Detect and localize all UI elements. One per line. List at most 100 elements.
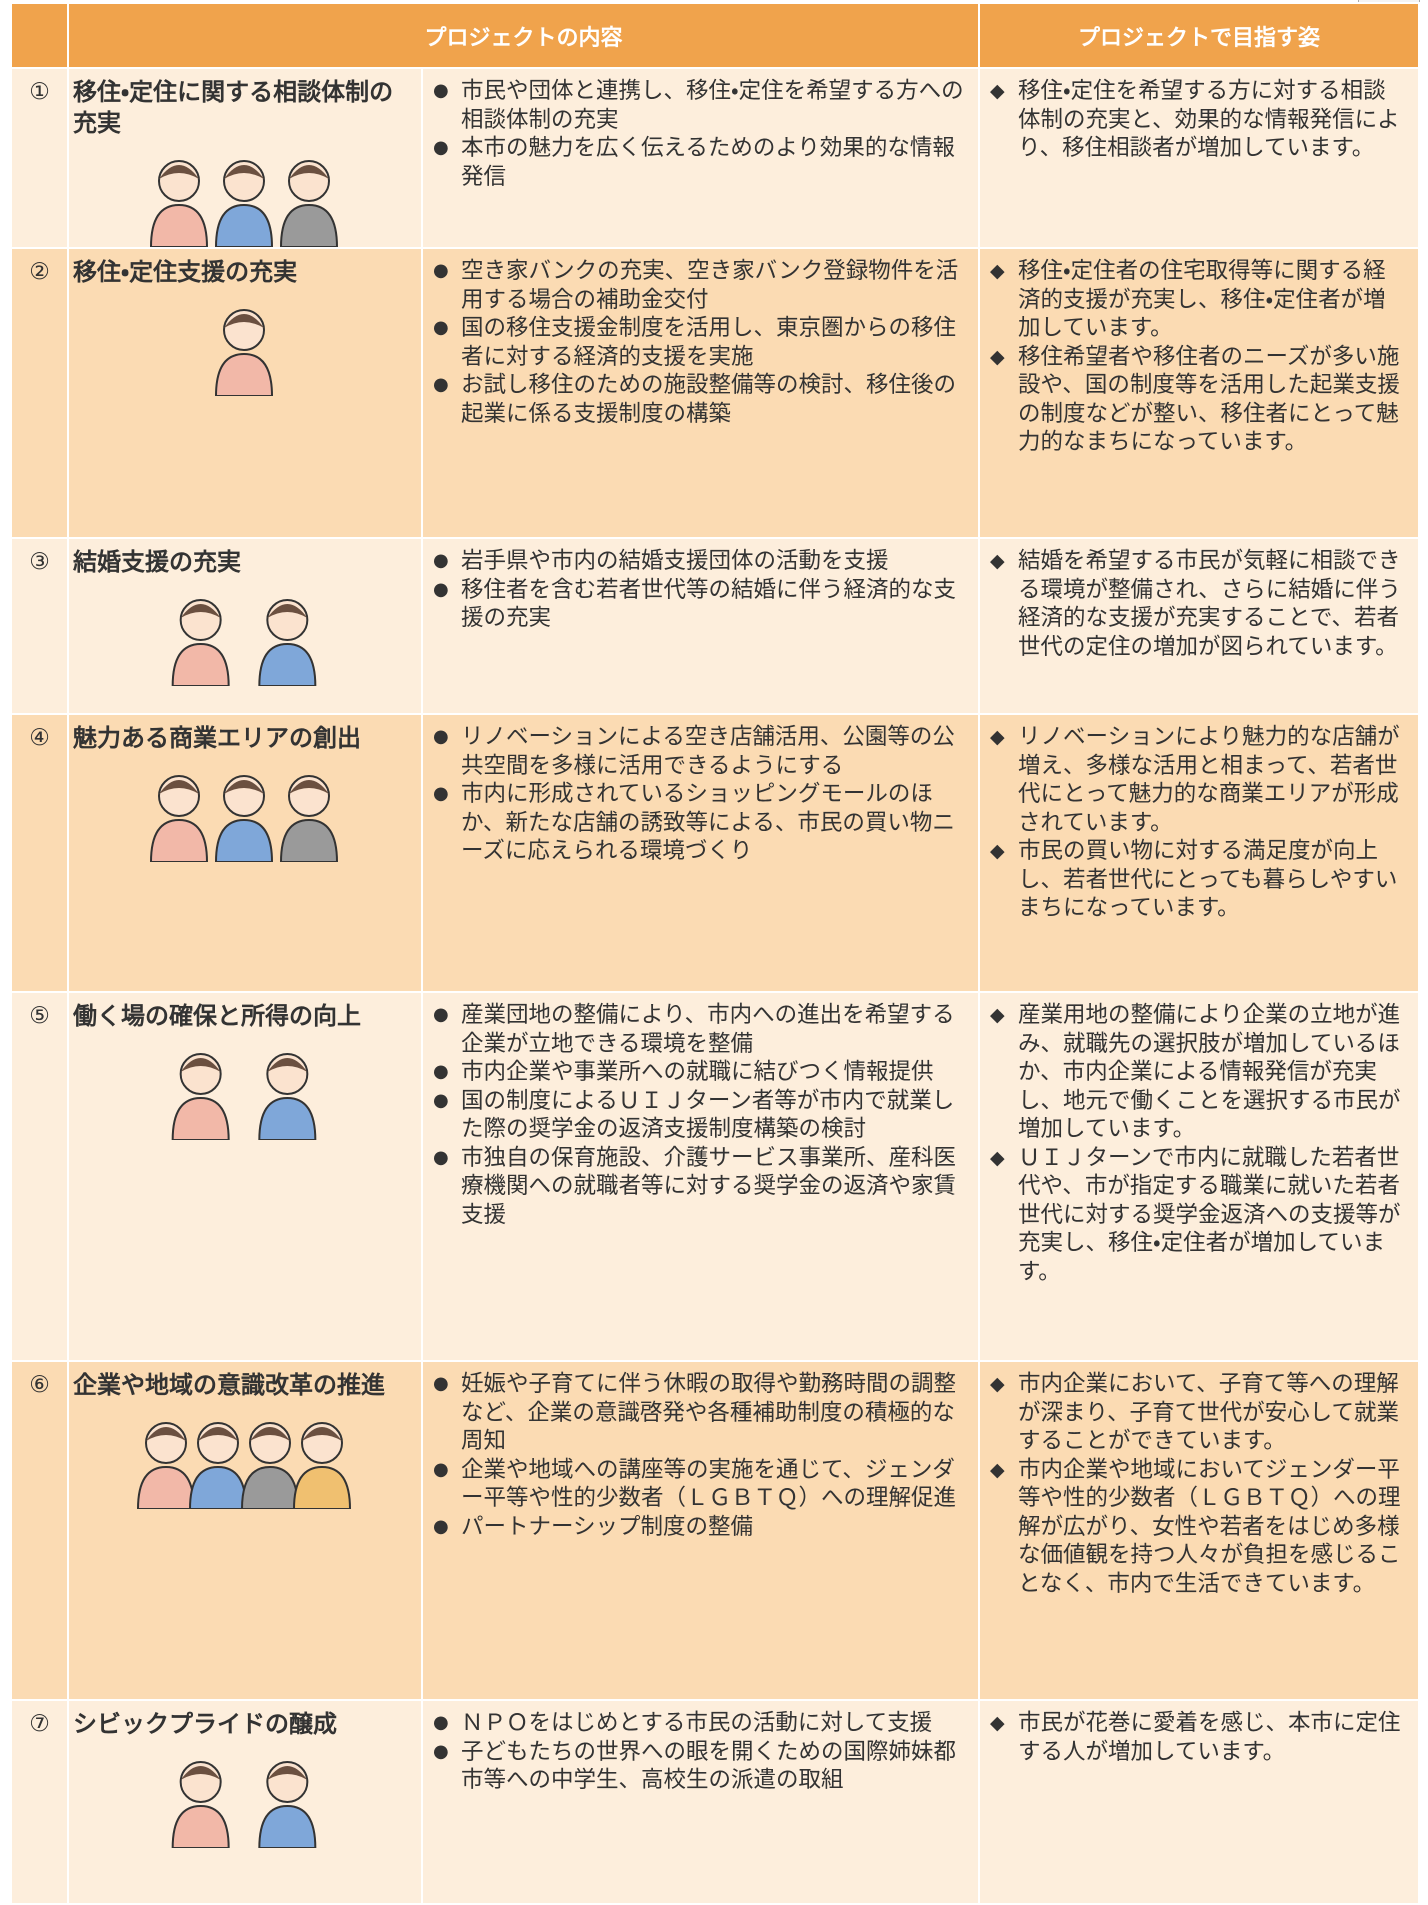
project-title: 移住・定住に関する相談体制の充実 <box>73 78 394 137</box>
illustration-part <box>214 203 274 247</box>
content-item: 国の移住支援金制度を活用し、東京圏からの移住者に対する経済的支援を実施 <box>423 314 968 371</box>
illustration-part <box>180 1058 221 1072</box>
illustration-part <box>258 642 317 686</box>
row-number: ② <box>10 247 69 539</box>
project-title: 移住・定住支援の充実 <box>73 258 298 286</box>
illustration-part <box>171 642 230 686</box>
illustration-part <box>289 165 329 179</box>
illustration-part <box>159 780 199 794</box>
content-item: 空き家バンクの充実、空き家バンク登録物件を活用する場合の補助金交付 <box>423 257 968 314</box>
content-item: 国の制度によるＵＩＪターン者等が市内で就業した際の奨学金の返済支援制度構築の検討 <box>423 1087 968 1144</box>
goal-item: 移住・定住を希望する方に対する相談体制の充実と、効果的な情報発信により、移住相談… <box>980 77 1408 163</box>
content-item: 市独自の保育施設、介護サービス事業所、産科医療機関への就職者等に対する奨学金の返… <box>423 1144 968 1230</box>
row-number: ④ <box>10 713 69 993</box>
project-table: プロジェクトの内容 プロジェクトで目指す姿 ①移住・定住に関する相談体制の充実市… <box>10 2 1421 1905</box>
goal-list: 市内企業において、子育て等への理解が深まり、子育て世代が安心して就業することがで… <box>980 1362 1418 1598</box>
illustration-part <box>198 1427 238 1441</box>
table-row: ①移住・定住に関する相談体制の充実市民や団体と連携し、移住・定住を希望する方への… <box>10 67 1421 249</box>
goal-list: 市民が花巻に愛着を感じ、本市に定住する人が増加しています。 <box>980 1701 1418 1766</box>
illustration-part <box>267 1766 308 1780</box>
content-item: 子どもたちの世界への眼を開くための国際姉妹都市等への中学生、高校生の派遣の取組 <box>423 1738 968 1795</box>
content-cell: リノベーションによる空き店舗活用、公園等の公共空間を多様に活用できるようにする市… <box>420 713 981 993</box>
row-number: ⑦ <box>10 1699 69 1905</box>
illustration-part <box>214 818 274 862</box>
illustration-part <box>258 1096 317 1140</box>
goal-cell: 産業用地の整備により企業の立地が進み、就職先の選択肢が増加しているほか、市内企業… <box>978 991 1421 1362</box>
project-title: 企業や地域の意識改革の推進 <box>73 1371 385 1399</box>
content-cell: 妊娠や子育てに伴う休暇の取得や勤務時間の調整など、企業の意識啓発や各種補助制度の… <box>420 1360 981 1701</box>
illustration <box>171 1053 317 1140</box>
illustration-part <box>258 1804 317 1848</box>
content-cell: 市民や団体と連携し、移住・定住を希望する方への相談体制の充実本市の魅力を広く伝え… <box>420 67 981 249</box>
table-row: ②移住・定住支援の充実 空き家バンクの充実、空き家バンク登録物件を活用する場合の補… <box>10 247 1421 539</box>
illustration <box>171 599 317 686</box>
goal-cell: 移住・定住者の住宅取得等に関する経済的支援が充実し、移住・定住者が増加しています… <box>978 247 1421 539</box>
goal-item: 移住希望者や移住者のニーズが多い施設や、国の制度等を活用した起業支援の制度などが… <box>980 343 1408 457</box>
illustration-part <box>171 1096 230 1140</box>
content-list: ＮＰＯをはじめとする市民の活動に対して支援子どもたちの世界への眼を開くための国際… <box>423 1701 978 1795</box>
goal-item: 結婚を希望する市民が気軽に相談できる環境が整備され、さらに結婚に伴う経済的な支援… <box>980 547 1408 661</box>
illustration-part <box>136 1465 196 1509</box>
content-item: ＮＰＯをはじめとする市民の活動に対して支援 <box>423 1709 968 1738</box>
content-cell: 空き家バンクの充実、空き家バンク登録物件を活用する場合の補助金交付国の移住支援金… <box>420 247 981 539</box>
goal-cell: 結婚を希望する市民が気軽に相談できる環境が整備され、さらに結婚に伴う経済的な支援… <box>978 537 1421 715</box>
content-item: 市内企業や事業所への就職に結びつく情報提供 <box>423 1058 968 1087</box>
illustration-part <box>171 1804 230 1848</box>
content-item: 産業団地の整備により、市内への進出を希望する企業が立地できる環境を整備 <box>423 1001 968 1058</box>
goal-item: 市内企業や地域においてジェンダー平等や性的少数者（ＬＧＢＴＱ）への理解が広がり、… <box>980 1456 1408 1599</box>
illustration-part <box>302 1427 342 1441</box>
content-item: お試し移住のための施設整備等の検討、移住後の起業に係る支援制度の構築 <box>423 371 968 428</box>
illustration-part <box>214 352 274 396</box>
project-title-cell: 魅力ある商業エリアの創出 <box>67 713 423 993</box>
row-number: ⑥ <box>10 1360 69 1701</box>
illustration-part <box>279 818 339 862</box>
content-item: 企業や地域への講座等の実施を通じて、ジェンダー平等や性的少数者（ＬＧＢＴＱ）への… <box>423 1456 968 1513</box>
illustration <box>214 309 274 396</box>
goal-cell: 市内企業において、子育て等への理解が深まり、子育て世代が安心して就業することがで… <box>978 1360 1421 1701</box>
content-item: 岩手県や市内の結婚支援団体の活動を支援 <box>423 547 968 576</box>
project-title: 働く場の確保と所得の向上 <box>73 1002 361 1030</box>
content-list: リノベーションによる空き店舗活用、公園等の公共空間を多様に活用できるようにする市… <box>423 715 978 866</box>
illustration-part <box>250 1427 290 1441</box>
content-cell: 産業団地の整備により、市内への進出を希望する企業が立地できる環境を整備市内企業や… <box>420 991 981 1362</box>
project-title-cell: 移住・定住支援の充実 <box>67 247 423 539</box>
table-body: ①移住・定住に関する相談体制の充実市民や団体と連携し、移住・定住を希望する方への… <box>10 67 1421 1905</box>
illustration <box>149 775 339 862</box>
goal-cell: 市民が花巻に愛着を感じ、本市に定住する人が増加しています。 <box>978 1699 1421 1905</box>
illustration-part <box>292 1465 352 1509</box>
project-title-cell: 移住・定住に関する相談体制の充実 <box>67 67 423 249</box>
illustration-part <box>146 1427 186 1441</box>
content-item: 妊娠や子育てに伴う休暇の取得や勤務時間の調整など、企業の意識啓発や各種補助制度の… <box>423 1370 968 1456</box>
illustration-part <box>188 1465 248 1509</box>
goal-item: 産業用地の整備により企業の立地が進み、就職先の選択肢が増加しているほか、市内企業… <box>980 1001 1408 1144</box>
illustration-part <box>289 780 329 794</box>
content-cell: ＮＰＯをはじめとする市民の活動に対して支援子どもたちの世界への眼を開くための国際… <box>420 1699 981 1905</box>
project-title: 結婚支援の充実 <box>73 548 241 576</box>
illustration <box>136 1422 352 1509</box>
illustration-part <box>240 1465 300 1509</box>
illustration-part <box>267 604 308 618</box>
goal-item: ＵＩＪターンで市内に就職した若者世代や、市が指定する職業に就いた若者世代に対する… <box>980 1144 1408 1287</box>
content-item: パートナーシップ制度の整備 <box>423 1513 968 1542</box>
header-cell <box>10 2 69 69</box>
goal-item: 移住・定住者の住宅取得等に関する経済的支援が充実し、移住・定住者が増加しています… <box>980 257 1408 343</box>
goal-item: 市民の買い物に対する満足度が向上し、若者世代にとっても暮らしやすいまちになってい… <box>980 837 1408 923</box>
goal-item: 市内企業において、子育て等への理解が深まり、子育て世代が安心して就業することがで… <box>980 1370 1408 1456</box>
content-item: 市内に形成されているショッピングモールのほか、新たな店舗の誘致等による、市民の買… <box>423 780 968 866</box>
illustration-part <box>180 1766 221 1780</box>
project-title-cell: 企業や地域の意識改革の推進 <box>67 1360 423 1701</box>
project-title-cell: 働く場の確保と所得の向上 <box>67 991 423 1362</box>
illustration-part <box>159 165 199 179</box>
illustration-part <box>224 314 264 328</box>
project-title-cell: 結婚支援の充実 <box>67 537 423 715</box>
content-item: 本市の魅力を広く伝えるためのより効果的な情報発信 <box>423 134 968 191</box>
illustration <box>149 160 339 247</box>
illustration <box>171 1761 317 1848</box>
content-list: 空き家バンクの充実、空き家バンク登録物件を活用する場合の補助金交付国の移住支援金… <box>423 249 978 428</box>
